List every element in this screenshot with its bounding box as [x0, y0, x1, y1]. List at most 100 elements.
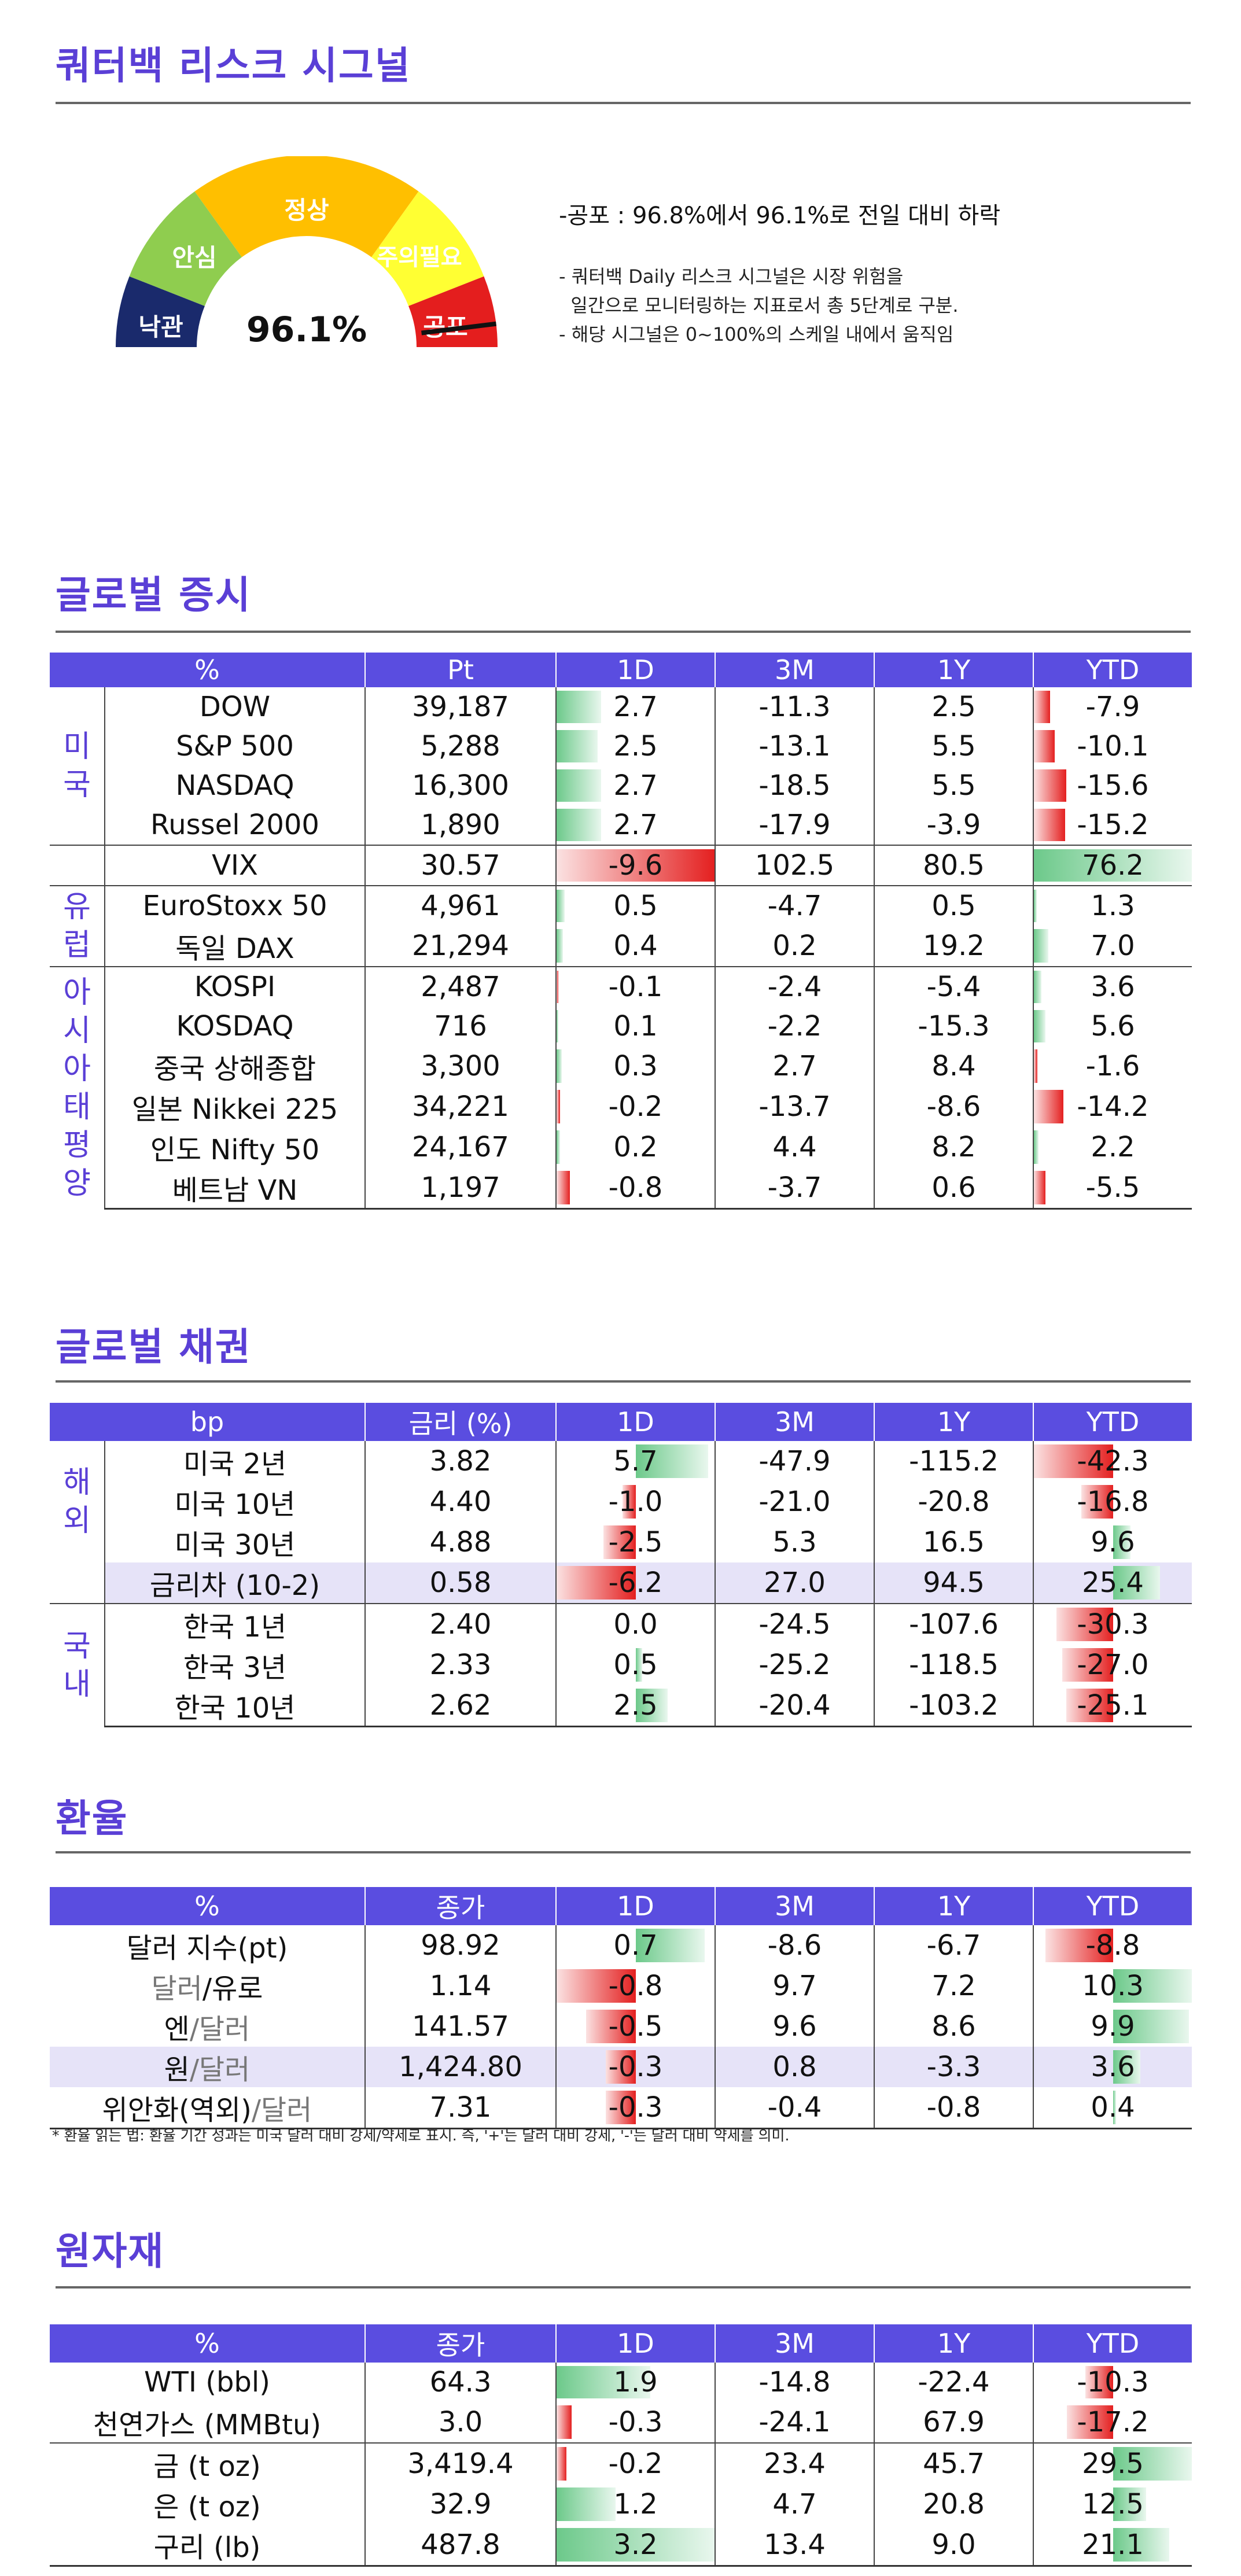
- fx-1y: 7.2: [874, 1966, 1033, 2006]
- fx-1d-value: -0.5: [608, 2010, 663, 2043]
- equity-1d-bar: [557, 890, 565, 922]
- fx-1d-value: -0.3: [608, 2091, 663, 2124]
- equity-ytd-value: -1.6: [1085, 1050, 1140, 1082]
- fx-header-close: 종가: [364, 1887, 556, 1925]
- equity-pt: 1,890: [364, 805, 556, 845]
- bonds-ytd-bar: [1066, 1689, 1113, 1722]
- equity-1d-value: 0.2: [613, 1131, 658, 1163]
- fx-name: 엔/달러: [50, 2006, 365, 2047]
- equity-1d-bar: [557, 769, 601, 802]
- commodities-3m: -24.1: [715, 2402, 874, 2443]
- fx-close: 7.31: [364, 2087, 556, 2129]
- gauge-zone-caution: [371, 191, 484, 306]
- bonds-3m: 5.3: [715, 1522, 874, 1562]
- equity-1d: -9.6: [555, 845, 715, 886]
- bonds-name: 한국 3년: [183, 1652, 287, 1684]
- equity-1y: 8.4: [874, 1046, 1033, 1086]
- equity-ytd-value: 3.6: [1091, 971, 1135, 1003]
- bonds-name: 미국 30년: [174, 1529, 296, 1561]
- equity-1d-bar: [557, 1010, 558, 1042]
- equity-1d: 0.1: [555, 1007, 715, 1046]
- equity-row: 아 시 아 태 평 양 KOSPI 2,487 -0.1 -2.4 -5.4 3.6: [50, 966, 1192, 1209]
- equity-name: VIX: [104, 845, 365, 886]
- equity-ytd: 3.6: [1033, 966, 1192, 1007]
- equity-ytd: 1.3: [1033, 885, 1192, 926]
- fx-table: % 종가 1D 3M 1Y YTD 달러 지수(pt) 98.92 0.7 -8.6-…: [50, 1887, 1192, 2129]
- equity-group-blank: [50, 845, 105, 886]
- commodities-header-ytd: YTD: [1033, 2324, 1192, 2363]
- bonds-1d: 0.5: [555, 1645, 715, 1685]
- fx-header-row: % 종가 1D 3M 1Y YTD: [50, 1887, 1192, 1925]
- equity-ytd-value: 5.6: [1091, 1010, 1135, 1042]
- fx-ytd-value: -8.8: [1085, 1929, 1140, 1962]
- equity-ytd: -10.1: [1033, 727, 1192, 766]
- equity-ytd-value: -10.1: [1077, 730, 1149, 762]
- bonds-ytd: -25.1: [1033, 1685, 1192, 1727]
- equity-ytd-bar: [1034, 730, 1055, 762]
- equity-name: 인도 Nifty 50: [150, 1134, 320, 1166]
- equity-1y: -5.4: [874, 966, 1033, 1007]
- commodities-section-title: 원자재: [56, 2229, 165, 2273]
- bonds-name: 한국 10년: [105, 1685, 365, 1727]
- equity-name: 베트남 VN: [105, 1167, 365, 1210]
- bonds-ytd-bar: [1113, 1525, 1131, 1559]
- commodities-row: 구리 (lb) 487.8 3.2 13.4 9.0 21.1: [50, 2525, 1192, 2567]
- equity-row: NASDAQ 16,300 2.7 -18.5 5.5 -15.6: [50, 766, 1192, 805]
- equity-1d-bar: [557, 971, 558, 1003]
- equity-ytd-value: 7.0: [1091, 930, 1135, 962]
- equity-pt: 3,300: [364, 1046, 556, 1086]
- page-title: 쿼터백 리스크 시그널: [56, 43, 411, 88]
- group-char: 아: [63, 975, 91, 1010]
- bonds-name: 미국 2년: [104, 1441, 365, 1482]
- fx-3m: 9.7: [715, 1966, 874, 2006]
- bonds-header-1d: 1D: [555, 1403, 715, 1441]
- equity-ytd-value: -5.5: [1085, 1171, 1140, 1204]
- equity-ytd: 76.2: [1033, 845, 1192, 886]
- equity-3m: -2.2: [715, 1007, 874, 1046]
- fx-1d-bar: [606, 2091, 636, 2124]
- fx-1d-bar: [586, 2010, 636, 2043]
- commodities-ytd-bar: [1066, 2405, 1113, 2439]
- bonds-1d: -2.5: [555, 1522, 715, 1562]
- fx-name-quote: /달러: [251, 2094, 312, 2127]
- commodities-1y: 9.0: [874, 2525, 1033, 2567]
- equity-1d: -0.1: [555, 966, 715, 1007]
- fx-row: 원/달러 1,424.80 -0.3 0.8 -3.3 3.6: [50, 2047, 1192, 2087]
- commodities-3m: 23.4: [715, 2442, 874, 2484]
- equity-row: 중국 상해종합 3,300 0.3 2.7 8.4 -1.6: [50, 1046, 1192, 1086]
- equity-1y: -3.9: [874, 805, 1033, 845]
- bonds-ytd: -16.8: [1033, 1482, 1192, 1522]
- equity-1y: 5.5: [874, 766, 1033, 805]
- fx-name-base: 위안화(역외): [102, 2094, 252, 2127]
- equity-name: 중국 상해종합: [153, 1053, 316, 1085]
- bonds-name: 한국 1년: [104, 1603, 365, 1645]
- equity-header-label: %: [50, 653, 365, 687]
- fx-name-base: 달러 지수(pt): [126, 1932, 288, 1965]
- gauge-headline: -공포 : 96.8%에서 96.1%로 전일 대비 하락: [559, 202, 1001, 229]
- gauge-zone-normal: [194, 156, 419, 257]
- bonds-header-ytd: YTD: [1033, 1403, 1192, 1441]
- fx-ytd: 10.3: [1033, 1966, 1192, 2006]
- commodities-1d: 1.2: [555, 2484, 715, 2525]
- fx-ytd-value: 9.9: [1091, 2010, 1135, 2043]
- equity-name: KOSPI: [104, 966, 365, 1007]
- fx-1d: -0.3: [555, 2087, 715, 2129]
- equity-ytd: -15.2: [1033, 805, 1192, 845]
- equity-name: DOW: [104, 687, 365, 727]
- equity-row: 일본 Nikkei 225 34,221 -0.2 -13.7 -8.6 -14.2: [50, 1086, 1192, 1127]
- bonds-ytd-value: 25.4: [1082, 1567, 1144, 1599]
- commodities-3m: -14.8: [715, 2363, 874, 2402]
- bonds-header-row: bp 금리 (%) 1D 3M 1Y YTD: [50, 1403, 1192, 1441]
- commodities-1d: 1.9: [555, 2363, 715, 2402]
- equity-ytd-value: 2.2: [1091, 1131, 1135, 1163]
- bonds-ytd-bar: [1056, 1608, 1113, 1641]
- group-char: 외: [63, 1503, 91, 1538]
- equity-1d-bar: [557, 1049, 562, 1083]
- equity-ytd-value: 1.3: [1091, 890, 1135, 922]
- equity-1d-value: 0.5: [613, 890, 658, 922]
- bonds-ytd-value: -30.3: [1077, 1608, 1149, 1641]
- equity-3m: -17.9: [715, 805, 874, 845]
- bonds-ytd-bar: [1062, 1648, 1113, 1682]
